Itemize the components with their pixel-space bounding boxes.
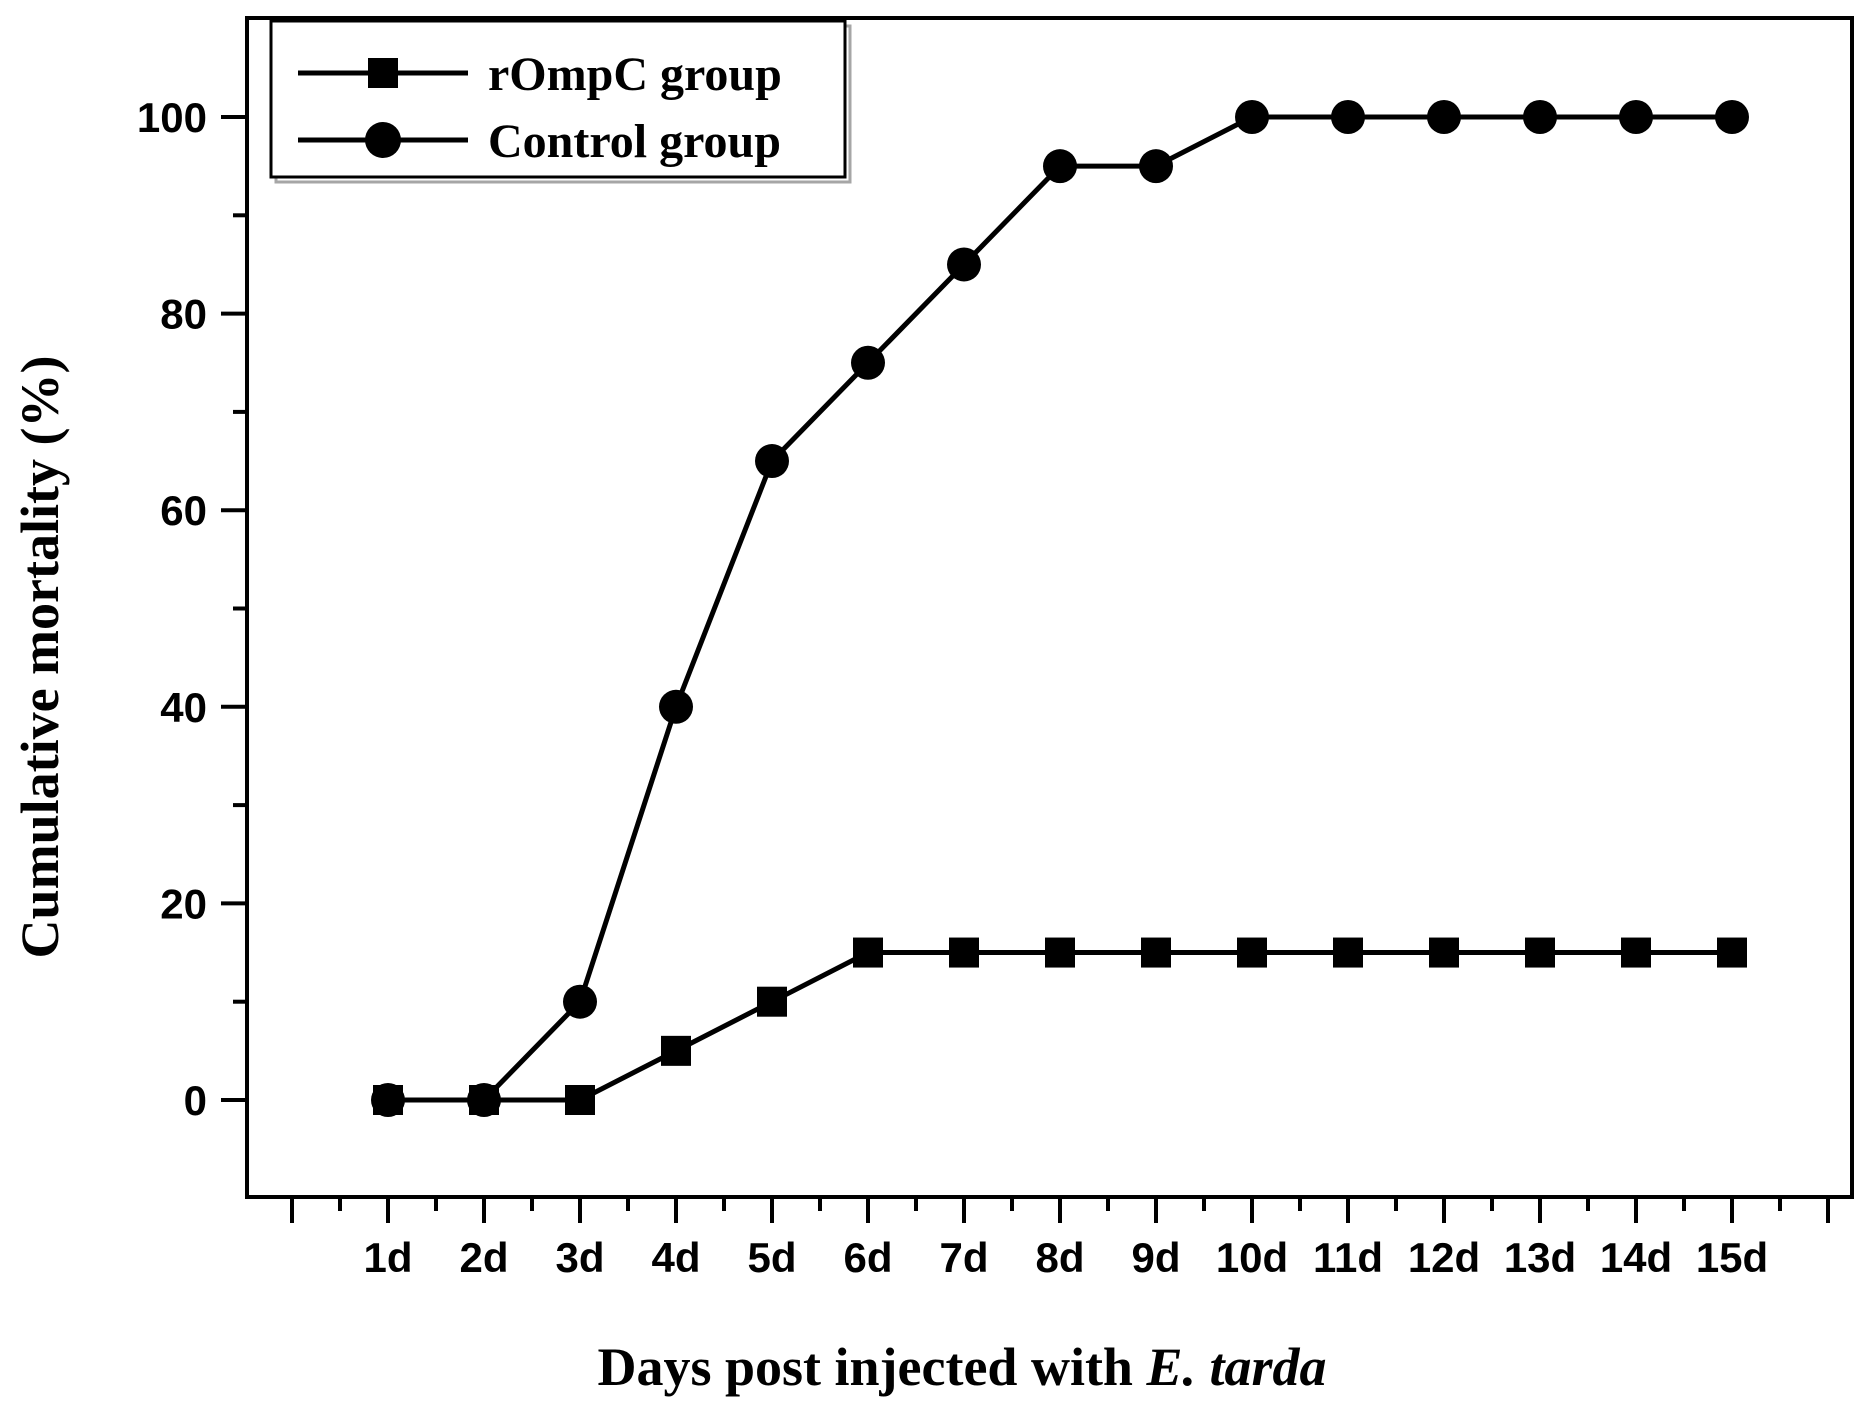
x-tick-label: 3d: [555, 1234, 604, 1281]
data-point-square: [565, 1085, 595, 1115]
data-point-circle: [563, 984, 597, 1019]
data-point-circle: [1715, 100, 1749, 134]
data-point-circle: [1523, 100, 1557, 134]
x-axis-title-regular: Days post injected with: [597, 1337, 1146, 1397]
data-point-square: [1525, 937, 1555, 968]
data-point-circle: [1139, 149, 1173, 184]
legend-circle-marker-icon: [365, 122, 401, 158]
data-point-circle: [947, 247, 981, 282]
y-tick-label: 80: [160, 291, 207, 338]
axis-ticks-layer: 1d 2d 3d 4d 5d 6d 7d 8d 9d 10d 11d 12d 13d 14d 15d 0 20 4…: [137, 94, 1830, 1281]
legend-item-rompc: rOmpC group: [298, 48, 782, 101]
data-point-square: [1717, 937, 1747, 968]
x-tick-label: 4d: [651, 1234, 700, 1281]
data-point-square: [1621, 937, 1651, 968]
x-tick-label: 9d: [1131, 1234, 1180, 1281]
x-tick-label: 14d: [1600, 1234, 1672, 1281]
x-tick-label: 7d: [939, 1234, 988, 1281]
y-tick-label: 20: [160, 880, 207, 927]
x-tick-label: 15d: [1696, 1234, 1768, 1281]
series-layer: [371, 100, 1749, 1117]
y-tick-label: 60: [160, 487, 207, 534]
legend-item-control: Control group: [298, 115, 781, 168]
legend-label-rompc: rOmpC group: [488, 48, 782, 101]
legend-box: [269, 19, 847, 179]
x-tick-label: 10d: [1216, 1234, 1288, 1281]
y-tick-label: 0: [184, 1077, 207, 1124]
x-axis-title: Days post injected with E. tarda: [597, 1337, 1326, 1397]
data-point-square: [1141, 937, 1171, 968]
data-point-square: [661, 1035, 691, 1066]
data-point-circle: [1235, 100, 1269, 134]
data-point-square: [469, 1085, 499, 1115]
x-tick-label: 6d: [843, 1234, 892, 1281]
data-point-circle: [659, 689, 693, 724]
x-tick-label: 5d: [747, 1234, 796, 1281]
y-tick-label: 100: [137, 94, 207, 141]
legend-square-marker-icon: [368, 58, 398, 88]
x-tick-label: 2d: [459, 1234, 508, 1281]
x-tick-label: 13d: [1504, 1234, 1576, 1281]
y-axis-title: Cumulative mortality (%): [10, 356, 70, 959]
y-tick-label: 40: [160, 684, 207, 731]
data-point-square: [373, 1085, 403, 1115]
legend: rOmpC group Control group: [269, 19, 852, 184]
data-point-circle: [1043, 149, 1077, 184]
data-point-circle: [755, 444, 789, 479]
data-point-square: [1429, 937, 1459, 968]
data-point-square: [949, 937, 979, 968]
x-tick-label: 1d: [363, 1234, 412, 1281]
data-point-circle: [851, 345, 885, 380]
data-point-square: [1045, 937, 1075, 968]
data-point-square: [853, 937, 883, 968]
plot-area-frame: [245, 16, 1854, 1199]
x-axis-title-italic: E. tarda: [1145, 1337, 1326, 1397]
x-tick-label: 8d: [1035, 1234, 1084, 1281]
data-point-circle: [1331, 100, 1365, 134]
data-point-circle: [1427, 100, 1461, 134]
data-point-square: [757, 986, 787, 1017]
x-tick-label: 12d: [1408, 1234, 1480, 1281]
data-point-square: [1333, 937, 1363, 968]
data-point-circle: [1619, 100, 1653, 134]
x-tick-label: 11d: [1313, 1234, 1383, 1281]
legend-label-control: Control group: [488, 115, 781, 168]
data-point-square: [1237, 937, 1267, 968]
